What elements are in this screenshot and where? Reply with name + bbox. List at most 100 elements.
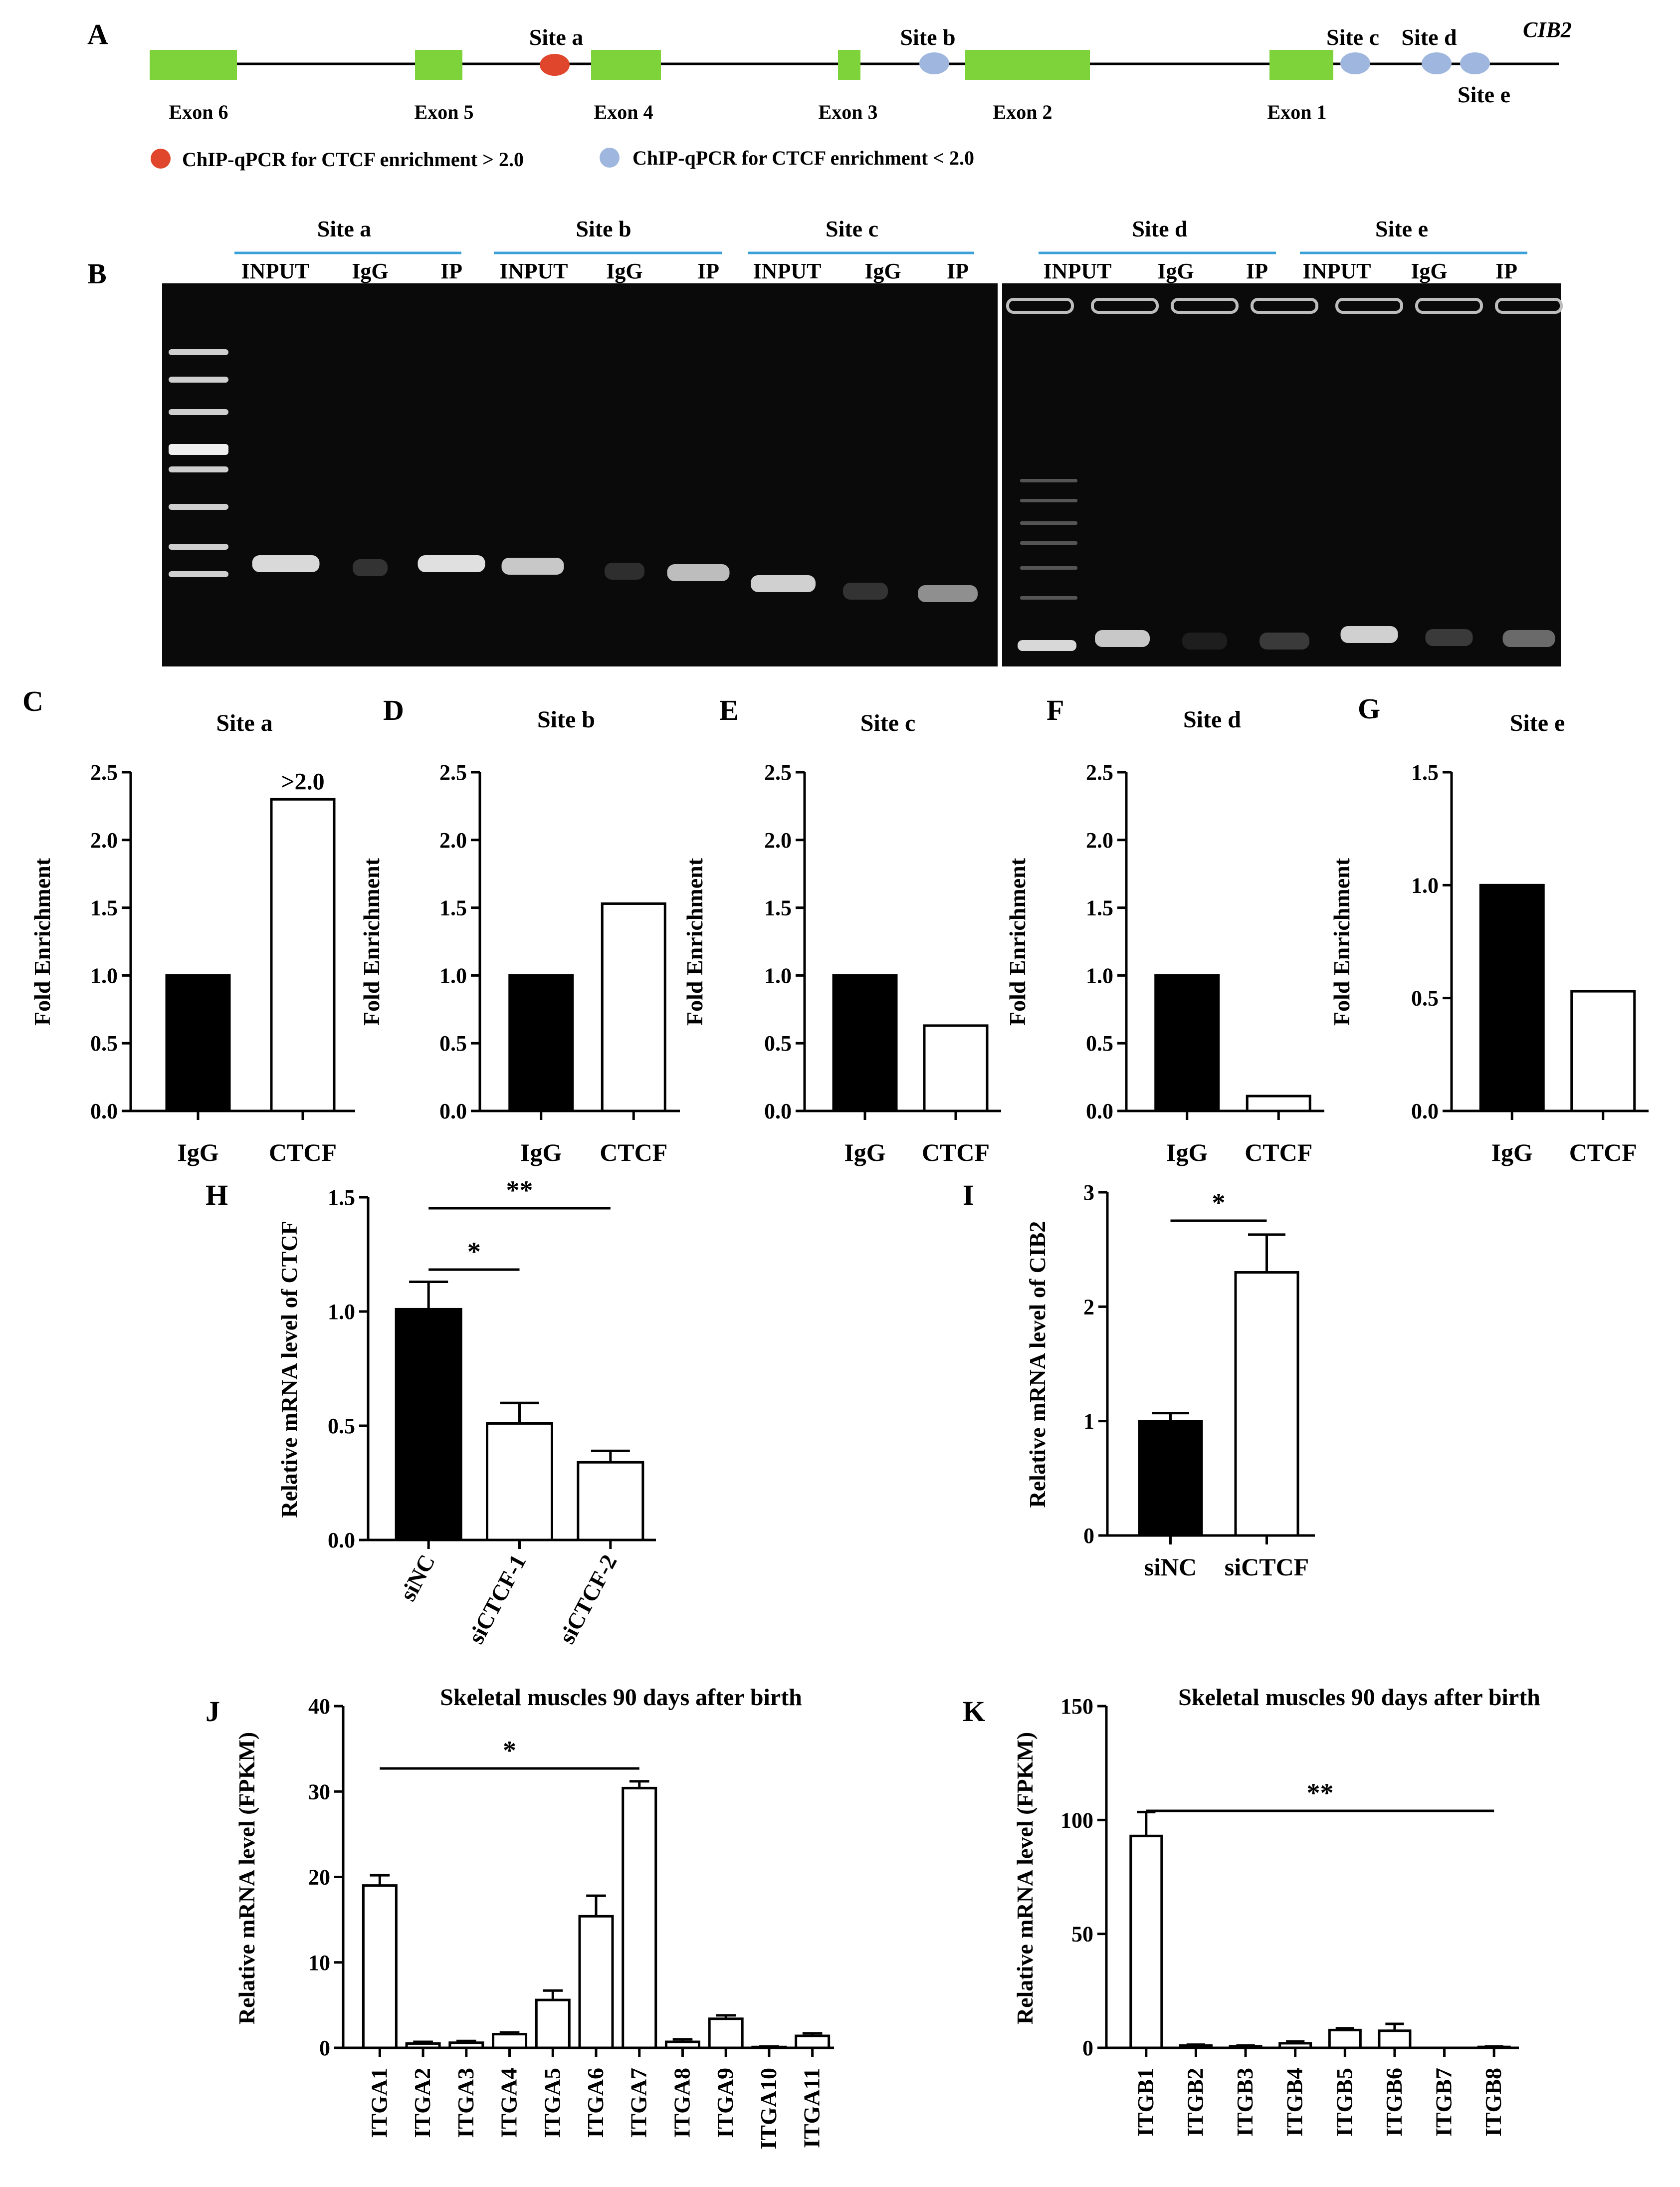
x-tick-label: IgG	[844, 1138, 885, 1166]
significance-label: *	[467, 1237, 481, 1267]
gel-well	[1171, 298, 1239, 314]
sample-band	[1425, 629, 1473, 646]
significance-label: *	[1212, 1188, 1226, 1218]
gel-lane-label: IgG	[864, 259, 901, 283]
ladder-band	[1020, 521, 1077, 525]
y-tick-label: 0.0	[764, 1099, 792, 1123]
bar-CTCF	[1246, 1094, 1311, 1112]
gel-image-left	[162, 283, 998, 666]
x-tick-label: ITGA3	[453, 2068, 478, 2138]
bar-ITGB5	[1328, 2028, 1362, 2049]
y-tick-label: 2.0	[764, 828, 792, 853]
exon-label: Exon 3	[819, 101, 878, 123]
gel-lane-label: IgG	[606, 259, 642, 283]
sample-band	[501, 558, 564, 575]
panel-letter: J	[206, 1695, 220, 1728]
ladder-band	[1018, 640, 1076, 651]
y-axis-label: Relative mRNA level of CTCF	[276, 1221, 302, 1518]
bar-annotation: >2.0	[281, 768, 324, 795]
legend-high-marker	[151, 149, 171, 169]
panel-letter-b: B	[87, 257, 107, 290]
exon-layer: Exon 6 Exon 5 Exon 4 Exon 3 Exon 2 Exon 1	[150, 50, 1333, 123]
bar-siNC	[395, 1308, 462, 1541]
exon-label: Exon 2	[993, 101, 1052, 123]
bar-siCTCF-1	[486, 1422, 553, 1541]
sample-band	[751, 575, 816, 592]
y-tick-label: 2.5	[90, 760, 118, 785]
sample-band	[667, 564, 730, 581]
bar-ITGA3	[448, 2041, 484, 2049]
bar-siNC	[1138, 1420, 1203, 1537]
ladder-band	[1020, 566, 1077, 570]
chart-title: Skeletal muscles 90 days after birth	[440, 1684, 802, 1711]
gel-lane-label: IP	[947, 259, 969, 283]
panel-letter-a: A	[87, 18, 108, 50]
x-tick-label: ITGA2	[410, 2068, 435, 2138]
exon-box-3	[591, 50, 661, 80]
sample-band	[1182, 633, 1227, 650]
chart-title: Site a	[216, 710, 272, 736]
site-marker-d	[1422, 52, 1452, 74]
y-tick-label: 2.5	[764, 760, 792, 785]
site-label: Site c	[1326, 24, 1379, 50]
site-layer: Site a Site b Site c Site d Site e	[529, 24, 1510, 107]
legend-high-label: ChIP-qPCR for CTCF enrichment > 2.0	[182, 148, 524, 171]
x-tick-label: ITGA4	[496, 2068, 522, 2138]
legend-low-label: ChIP-qPCR for CTCF enrichment < 2.0	[632, 147, 974, 169]
sample-band	[1340, 626, 1398, 643]
y-tick-label: 0.5	[764, 1031, 792, 1056]
charts: C Site a Fold Enrichment 0.0 0.5 1.0 1.5 2.0 2.5…	[22, 685, 1649, 2150]
x-tick-label: ITGB1	[1133, 2068, 1158, 2137]
sample-band	[353, 559, 388, 576]
y-tick-label: 0.5	[1086, 1031, 1113, 1056]
exon-box-5	[965, 50, 1090, 80]
sample-band	[1260, 633, 1309, 650]
chart-title: Site e	[1510, 710, 1565, 736]
gene-label: CIB2	[1523, 17, 1572, 42]
bar-ITGA8	[664, 2040, 700, 2049]
chart-E: E Site c Fold Enrichment 0.0 0.5 1.0 1.5 2.0 2.5…	[682, 694, 1001, 1166]
sample-band	[605, 563, 644, 580]
y-tick-label: 2.0	[439, 828, 467, 853]
exon-label: Exon 1	[1267, 101, 1327, 123]
y-tick-label: 3	[1083, 1180, 1094, 1205]
bar-CTCF	[601, 902, 666, 1112]
y-axis-label: Fold Enrichment	[359, 858, 384, 1026]
gel-lane-label: IgG	[352, 259, 388, 283]
y-axis-label: Relative mRNA level of CIB2	[1025, 1221, 1050, 1508]
site-marker-a	[540, 54, 570, 76]
bar-IgG	[1154, 974, 1220, 1112]
exon-label: Exon 4	[594, 101, 653, 123]
x-tick-label: ITGA8	[669, 2068, 694, 2138]
site-label: Site d	[1401, 24, 1457, 50]
y-tick-label: 1.5	[90, 896, 118, 920]
y-tick-label: 1.5	[439, 896, 467, 920]
y-tick-label: 30	[308, 1779, 330, 1804]
y-tick-label: 0.5	[328, 1414, 355, 1438]
gel-well	[1006, 298, 1074, 314]
panel-letter: F	[1047, 694, 1064, 726]
panel-letter: K	[963, 1695, 985, 1728]
gel-lane-label: IgG	[1411, 259, 1447, 283]
gel-site-label: Site c	[826, 216, 878, 241]
sample-band	[843, 583, 888, 600]
x-tick-label: CTCF	[1245, 1138, 1312, 1166]
ladder-band	[169, 377, 228, 383]
significance-label: **	[1307, 1778, 1334, 1808]
ladder-band	[169, 504, 228, 510]
chart-F: F Site d Fold Enrichment 0.0 0.5 1.0 1.5 2.0 2.5…	[1005, 694, 1324, 1166]
legend-low-marker	[600, 148, 620, 168]
ladder-band	[1020, 596, 1077, 600]
y-tick-label: 0	[319, 2036, 330, 2060]
gel-site-label: Site d	[1132, 216, 1188, 241]
y-tick-label: 150	[1060, 1694, 1093, 1719]
exon-box-6	[1269, 50, 1333, 80]
y-axis-label: Fold Enrichment	[682, 858, 707, 1026]
gel-lane-label: IgG	[1157, 259, 1194, 283]
chart-title: Site d	[1183, 706, 1241, 733]
y-tick-label: 1.0	[1411, 873, 1439, 897]
x-tick-label: ITGA1	[366, 2068, 392, 2138]
gel-lane-label: IP	[440, 259, 462, 283]
x-tick-label: ITGB5	[1331, 2068, 1357, 2137]
y-axis-label: Fold Enrichment	[1329, 858, 1354, 1026]
